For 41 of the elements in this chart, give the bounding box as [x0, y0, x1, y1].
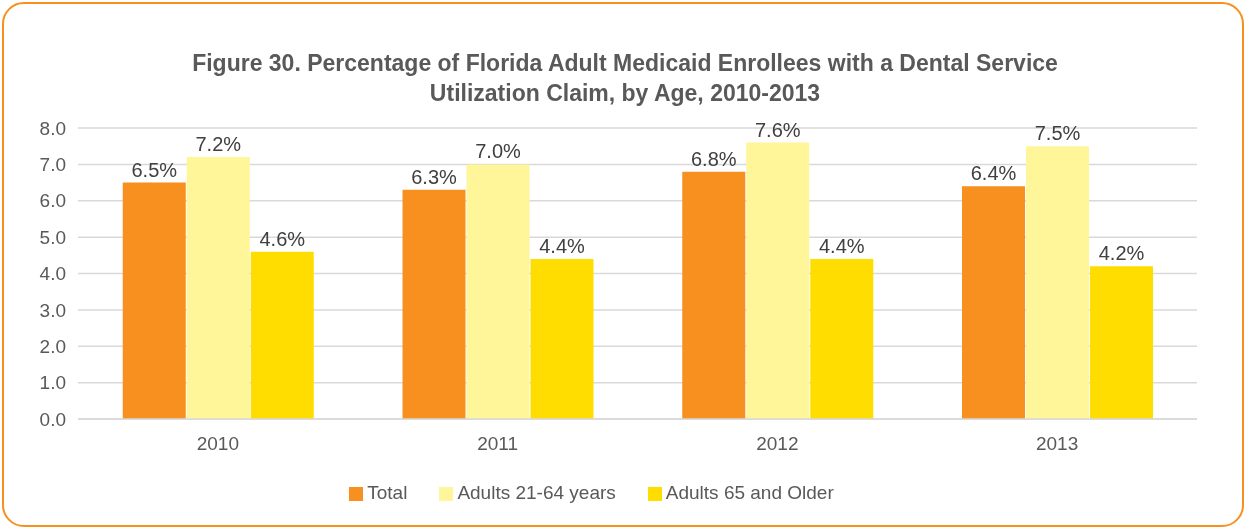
chart-title: Figure 30. Percentage of Florida Adult Medicaid Enrollees with a Dental Service Utilization Claim, by Age, 2010-2013 [191, 49, 1059, 108]
data-label: 7.2% [195, 133, 242, 156]
y-tick-label: 3.0 [39, 299, 66, 321]
data-label: 4.6% [259, 227, 306, 250]
bar [962, 186, 1026, 419]
y-tick-label: 4.0 [39, 263, 66, 285]
data-label: 4.2% [1098, 242, 1145, 265]
x-tick-label: 2012 [756, 433, 799, 455]
x-tick-label: 2013 [1035, 433, 1079, 455]
data-label: 4.4% [539, 234, 586, 257]
legend-label: Adults 21-64 years [457, 482, 616, 503]
bar [530, 258, 594, 419]
bar [122, 182, 186, 419]
bar [1090, 266, 1154, 419]
bar [402, 189, 466, 419]
x-tick-label: 2010 [196, 433, 240, 455]
y-tick-label: 7.0 [39, 154, 66, 176]
y-tick-label: 2.0 [39, 335, 66, 357]
y-tick-label: 1.0 [39, 372, 66, 394]
data-label: 7.6% [754, 118, 801, 141]
bar [746, 142, 810, 419]
legend-label: Adults 65 and Older [665, 482, 834, 503]
y-tick-label: 0.0 [39, 408, 66, 430]
data-label: 7.5% [1034, 122, 1081, 145]
bar [810, 258, 874, 419]
y-tick-label: 8.0 [39, 117, 66, 139]
bar [250, 251, 314, 419]
data-label: 4.4% [818, 234, 865, 257]
y-tick-label: 5.0 [39, 226, 66, 248]
bar [1026, 146, 1090, 419]
data-label: 6.4% [970, 162, 1017, 185]
x-tick-label: 2011 [477, 433, 519, 455]
data-label: 6.8% [690, 147, 737, 170]
data-label: 6.5% [131, 158, 178, 181]
data-label: 7.0% [475, 140, 522, 163]
bar [186, 157, 250, 419]
y-tick-label: 6.0 [39, 190, 66, 212]
data-label: 6.3% [411, 165, 458, 188]
bar [682, 171, 746, 419]
legend-label: Total [367, 482, 408, 503]
bar [466, 164, 530, 419]
